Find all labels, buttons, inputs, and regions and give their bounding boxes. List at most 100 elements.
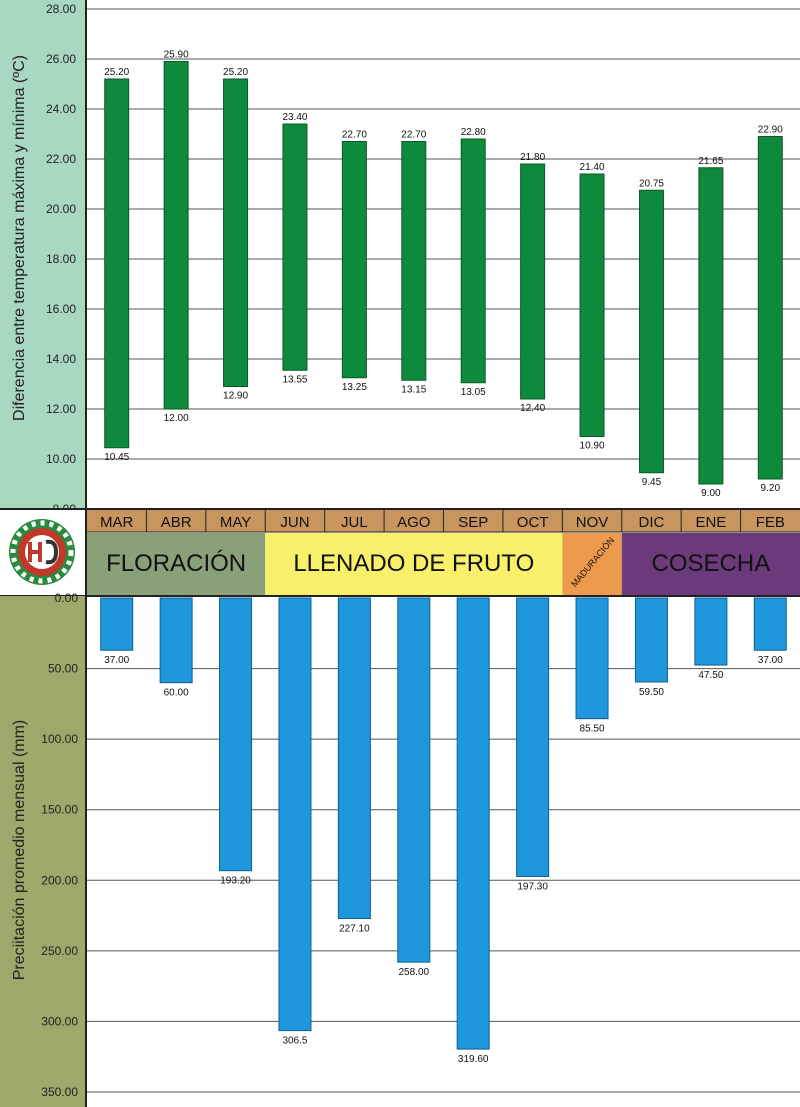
precipitation-gridlines bbox=[87, 668, 800, 1093]
precipitation-tick-label: 200.00 bbox=[41, 873, 78, 887]
temperature-high-label: 25.90 bbox=[164, 50, 189, 61]
month-label: SEP bbox=[458, 514, 488, 531]
temperature-bar bbox=[698, 167, 724, 485]
temperature-low-label: 12.40 bbox=[520, 403, 545, 414]
temperature-data-labels: 25.20 10.45 25.90 12.00 25.20 12.90 23.40 13.55… bbox=[104, 50, 783, 500]
precipitation-bar bbox=[159, 597, 193, 684]
precipitation-value-label: 193.20 bbox=[220, 876, 251, 887]
precipitation-tick-label: 250.00 bbox=[41, 944, 78, 958]
month-label: NOV bbox=[576, 514, 609, 531]
temperature-tick-label: 18.00 bbox=[46, 252, 76, 266]
temperature-high-label: 25.20 bbox=[223, 67, 248, 78]
precipitation-value-label: 319.60 bbox=[458, 1054, 489, 1065]
precipitation-value-label: 85.50 bbox=[580, 724, 605, 735]
precipitation-tick-label: 0.00 bbox=[55, 591, 79, 605]
precipitation-bar bbox=[100, 597, 134, 651]
temperature-high-label: 22.90 bbox=[758, 125, 783, 136]
precipitation-tick-label: 350.00 bbox=[41, 1085, 78, 1099]
precipitation-value-label: 227.10 bbox=[339, 924, 370, 935]
temperature-bar bbox=[104, 78, 130, 449]
precipitation-tick-label: 300.00 bbox=[41, 1014, 78, 1028]
temperature-bar bbox=[163, 61, 189, 410]
temperature-bar bbox=[520, 163, 546, 400]
precipitation-tick-label: 50.00 bbox=[48, 662, 78, 676]
temperature-tick-label: 22.00 bbox=[46, 152, 76, 166]
precipitation-bar bbox=[516, 597, 550, 877]
temperature-high-label: 20.75 bbox=[639, 178, 664, 189]
temperature-tick-label: 10.00 bbox=[46, 452, 76, 466]
precipitation-tick-labels: 0.00 50.00 100.00 150.00 200.00 250.00 300.00 3… bbox=[41, 591, 78, 1099]
precipitation-tick-label: 150.00 bbox=[41, 803, 78, 817]
temperature-tick-label: 12.00 bbox=[46, 402, 76, 416]
precipitation-value-label: 47.50 bbox=[698, 670, 723, 681]
month-label: FEB bbox=[756, 514, 785, 531]
temperature-panel: 8.0010.0012.0014.0016.0018.0020.0022.002… bbox=[0, 0, 800, 516]
temperature-bar bbox=[282, 123, 308, 371]
precipitation-value-label: 258.00 bbox=[398, 967, 429, 978]
month-label: MAR bbox=[100, 514, 134, 531]
logo bbox=[9, 519, 75, 585]
month-label: ABR bbox=[161, 514, 192, 531]
precipitation-value-label: 37.00 bbox=[758, 655, 783, 666]
temperature-low-label: 12.90 bbox=[223, 391, 248, 402]
temperature-bar bbox=[757, 136, 783, 480]
precipitation-bar bbox=[397, 597, 431, 963]
month-label: JUL bbox=[341, 514, 368, 531]
temperature-tick-label: 20.00 bbox=[46, 202, 76, 216]
phase-label: FLORACIÓN bbox=[106, 550, 246, 577]
precipitation-panel: 0.00 50.00 100.00 150.00 200.00 250.00 300.00 3… bbox=[0, 591, 800, 1107]
precipitation-value-label: 60.00 bbox=[164, 688, 189, 699]
precipitation-bar bbox=[337, 597, 371, 920]
precipitation-value-label: 197.30 bbox=[517, 881, 548, 892]
precipitation-axis-title: Preciitación promedio mensual (mm) bbox=[11, 720, 28, 981]
precipitation-tick-label: 100.00 bbox=[41, 732, 78, 746]
temperature-low-label: 10.90 bbox=[580, 441, 605, 452]
precipitation-value-label: 306.5 bbox=[282, 1036, 307, 1047]
temperature-axis-panel bbox=[0, 0, 87, 508]
temperature-high-label: 22.70 bbox=[401, 130, 426, 141]
temperature-low-label: 13.25 bbox=[342, 382, 367, 393]
month-labels: MAR ABR MAY JUN JUL AGO SEP OCT NOV DIC ENE FEB bbox=[100, 510, 785, 532]
temperature-gridlines bbox=[87, 8, 800, 510]
phenology-band: MAR ABR MAY JUN JUL AGO SEP OCT NOV DIC ENE FEB FLO… bbox=[0, 508, 800, 597]
temperature-high-label: 21.65 bbox=[698, 156, 723, 167]
temperature-low-label: 9.45 bbox=[642, 477, 662, 488]
precipitation-bar bbox=[219, 597, 253, 872]
month-label: JUN bbox=[280, 514, 309, 531]
precipitation-bar bbox=[634, 597, 668, 683]
phase-label: LLENADO DE FRUTO bbox=[293, 550, 534, 577]
phase-labels: FLORACIÓN LLENADO DE FRUTO MADURACIÓN COSEC… bbox=[87, 533, 800, 595]
temperature-bar bbox=[638, 189, 664, 474]
temperature-bar bbox=[401, 141, 427, 381]
precipitation-bar bbox=[575, 597, 609, 720]
precipitation-data-labels: 37.00 60.00 193.20 306.5 227.10 258.00 319.60 1… bbox=[104, 655, 783, 1065]
precipitation-value-label: 37.00 bbox=[104, 655, 129, 666]
temperature-high-label: 21.40 bbox=[580, 162, 605, 173]
phase-band bbox=[265, 533, 563, 595]
temperature-low-label: 9.00 bbox=[701, 488, 721, 499]
temperature-tick-label: 24.00 bbox=[46, 102, 76, 116]
temperature-tick-label: 28.00 bbox=[46, 2, 76, 16]
precipitation-bar bbox=[694, 597, 728, 666]
precipitation-bar bbox=[456, 597, 490, 1050]
temperature-bar bbox=[579, 173, 605, 437]
precipitation-axis-panel bbox=[0, 596, 87, 1107]
month-label: ENE bbox=[695, 514, 726, 531]
temperature-high-label: 21.80 bbox=[520, 152, 545, 163]
temperature-bar bbox=[341, 141, 367, 379]
temperature-bar bbox=[460, 138, 486, 384]
temperature-tick-label: 26.00 bbox=[46, 52, 76, 66]
phase-band bbox=[621, 533, 800, 595]
month-label: DIC bbox=[639, 514, 665, 531]
month-label: AGO bbox=[397, 514, 430, 531]
precipitation-bars bbox=[100, 597, 787, 1050]
temperature-low-label: 13.55 bbox=[282, 374, 307, 385]
temperature-axis-title: Diferencia entre temperatura máxima y mí… bbox=[11, 55, 28, 421]
temperature-high-label: 23.40 bbox=[282, 112, 307, 123]
month-label: MAY bbox=[220, 514, 251, 531]
precipitation-bar bbox=[753, 597, 787, 651]
temperature-high-label: 22.80 bbox=[461, 127, 486, 138]
temperature-tick-label: 16.00 bbox=[46, 302, 76, 316]
temperature-tick-label: 14.00 bbox=[46, 352, 76, 366]
